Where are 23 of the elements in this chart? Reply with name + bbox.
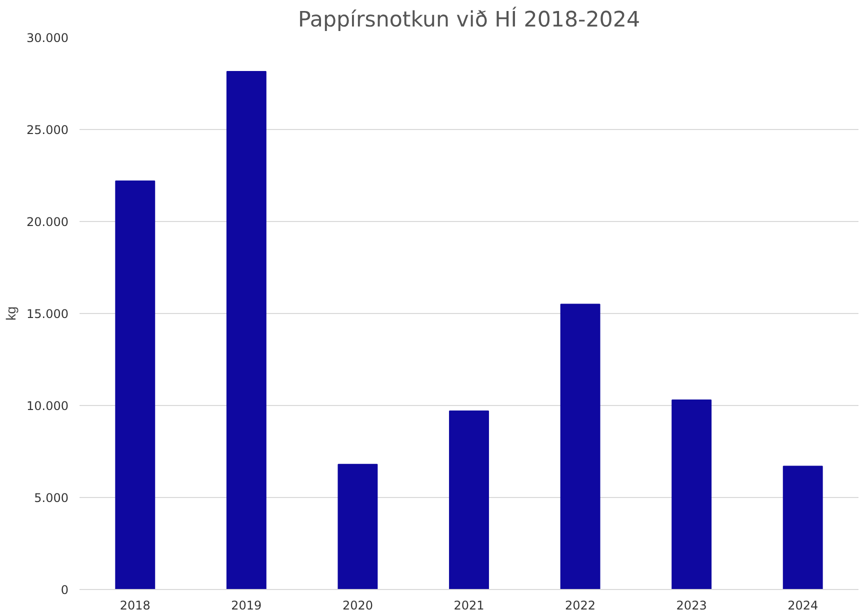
x-tick-label: 2018 [120,598,150,612]
x-tick-label: 2019 [231,598,262,612]
bar [115,180,156,590]
y-tick-label: 0 [60,583,69,597]
bar [782,466,823,590]
y-tick-label: 10.000 [26,399,69,413]
y-axis-title: kg [4,306,19,321]
bar [449,410,489,590]
x-tick-label: 2021 [454,598,484,612]
y-tick-label: 25.000 [26,123,69,137]
bar [226,71,266,590]
x-tick-label: 2023 [676,598,707,612]
y-tick-label: 30.000 [26,31,69,45]
y-tick-label: 5.000 [34,491,69,505]
bar [560,304,600,590]
x-tick-label: 2024 [788,598,818,612]
chart-title: Pappírsnotkun við HÍ 2018-2024 [298,6,640,32]
x-tick-label: 2022 [565,598,596,612]
y-tick-label: 15.000 [26,307,69,321]
y-tick-label: 20.000 [26,215,69,229]
bar [338,464,378,590]
bar [672,399,712,590]
x-tick-label: 2020 [342,598,373,612]
